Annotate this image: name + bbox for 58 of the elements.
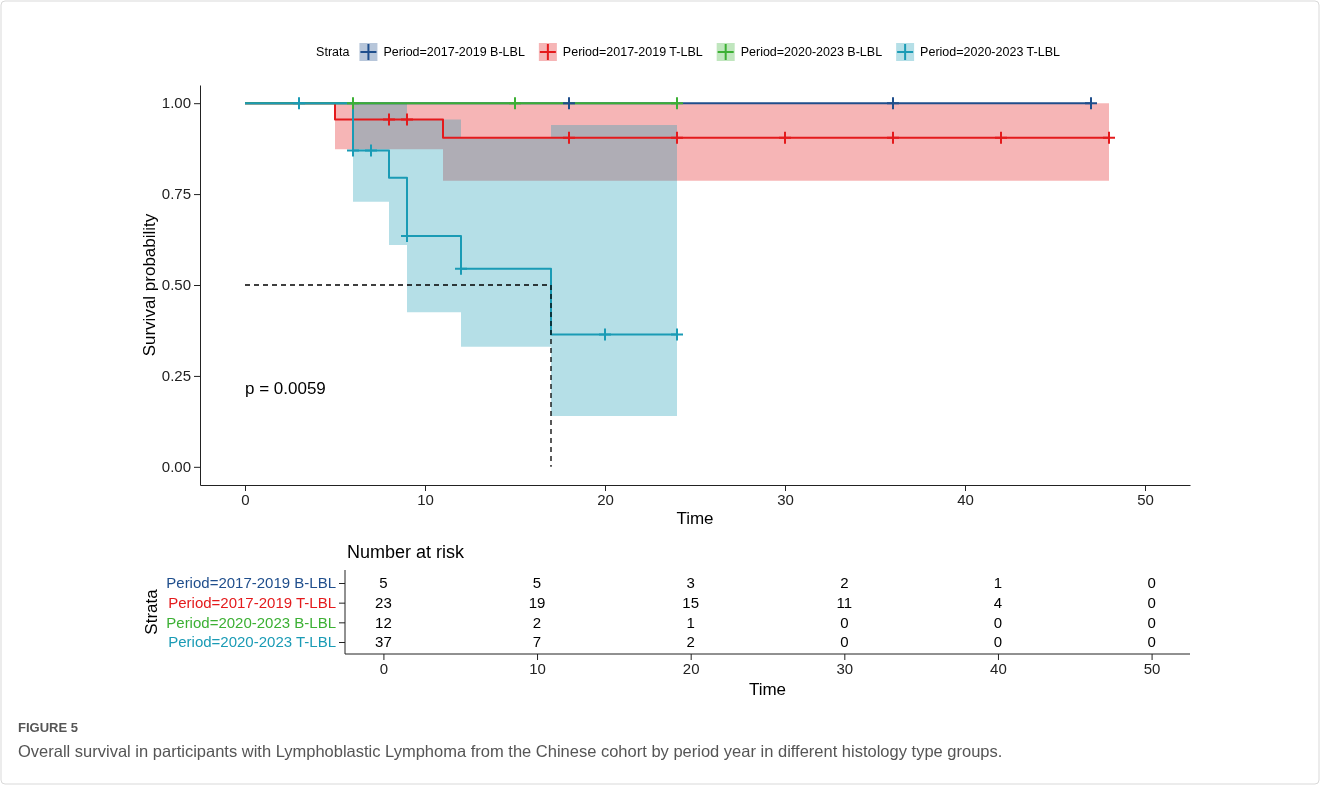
data-label: 1: [686, 613, 695, 631]
x-tick-label: 20: [682, 659, 700, 677]
data-label: 0: [993, 633, 1003, 651]
y-tick-label: Period=2017-2019 T-LBL: [168, 593, 336, 611]
x-axis-title: Time: [748, 680, 787, 699]
y-tick-label: 0.25: [161, 367, 191, 385]
text: Overall survival in participants with Lymphoblastic Lymphoma from the Chinese cohort by period year in different histology type groups.: [18, 742, 1003, 760]
data-label: 0: [1147, 593, 1156, 611]
data-label: 0: [1147, 574, 1156, 592]
data-label: 0: [840, 633, 849, 651]
legend-label: Period=2017-2019 B-LBL: [383, 45, 525, 60]
y-tick-label: 0.00: [161, 458, 191, 476]
data-label: 2: [686, 633, 695, 651]
data-label: 19: [528, 593, 546, 611]
x-tick-label: 10: [529, 659, 546, 677]
data-label: 0: [840, 613, 849, 631]
legend-label: Period=2017-2019 T-LBL: [562, 45, 703, 60]
data-label: 15: [682, 593, 700, 611]
y-tick-label: Period=2020-2023 T-LBL: [168, 633, 336, 651]
x-axis-title: Time: [676, 509, 714, 528]
data-label: 3: [686, 574, 695, 592]
data-label: 0: [993, 613, 1003, 631]
y-axis-title: Strata: [142, 588, 161, 635]
y-axis-title: Survival probability: [140, 213, 159, 357]
annotation: p = 0.0059: [245, 379, 326, 399]
data-label: 5: [532, 574, 542, 592]
data-label: 1: [993, 574, 1003, 592]
x-tick-label: 10: [417, 490, 434, 508]
data-label: 23: [375, 593, 392, 611]
y-tick-label: 0.75: [161, 185, 191, 203]
y-tick-label: 1.00: [161, 94, 191, 112]
caption: FIGURE 5: [18, 720, 78, 735]
x-tick-label: 40: [957, 490, 974, 508]
y-tick-label: 0.50: [161, 276, 191, 294]
data-label: 0: [1147, 613, 1156, 631]
data-label: 0: [1147, 633, 1156, 651]
data-label: 37: [375, 633, 392, 651]
data-label: 5: [379, 574, 388, 592]
x-tick-label: 30: [836, 659, 854, 677]
x-tick-label: 0: [379, 659, 389, 677]
y-tick-label: Period=2017-2019 B-LBL: [166, 574, 336, 592]
data-label: 7: [532, 633, 542, 651]
data-label: 4: [993, 593, 1003, 611]
x-tick-label: 20: [597, 490, 614, 508]
data-label: 12: [375, 613, 392, 631]
x-tick-label: 50: [1143, 659, 1161, 677]
data-label: 2: [840, 574, 849, 592]
legend-label: Period=2020-2023 T-LBL: [920, 45, 1060, 60]
x-tick-label: 50: [1137, 490, 1154, 508]
x-tick-label: 0: [241, 490, 250, 508]
data-label: 2: [532, 613, 542, 631]
chart-title: Number at risk: [347, 542, 466, 562]
legend-title: Strata: [316, 45, 350, 60]
x-tick-label: 40: [990, 659, 1007, 677]
y-tick-label: Period=2020-2023 B-LBL: [166, 613, 336, 631]
data-label: 11: [836, 593, 853, 611]
x-tick-label: 30: [777, 490, 794, 508]
legend-label: Period=2020-2023 B-LBL: [740, 45, 883, 60]
